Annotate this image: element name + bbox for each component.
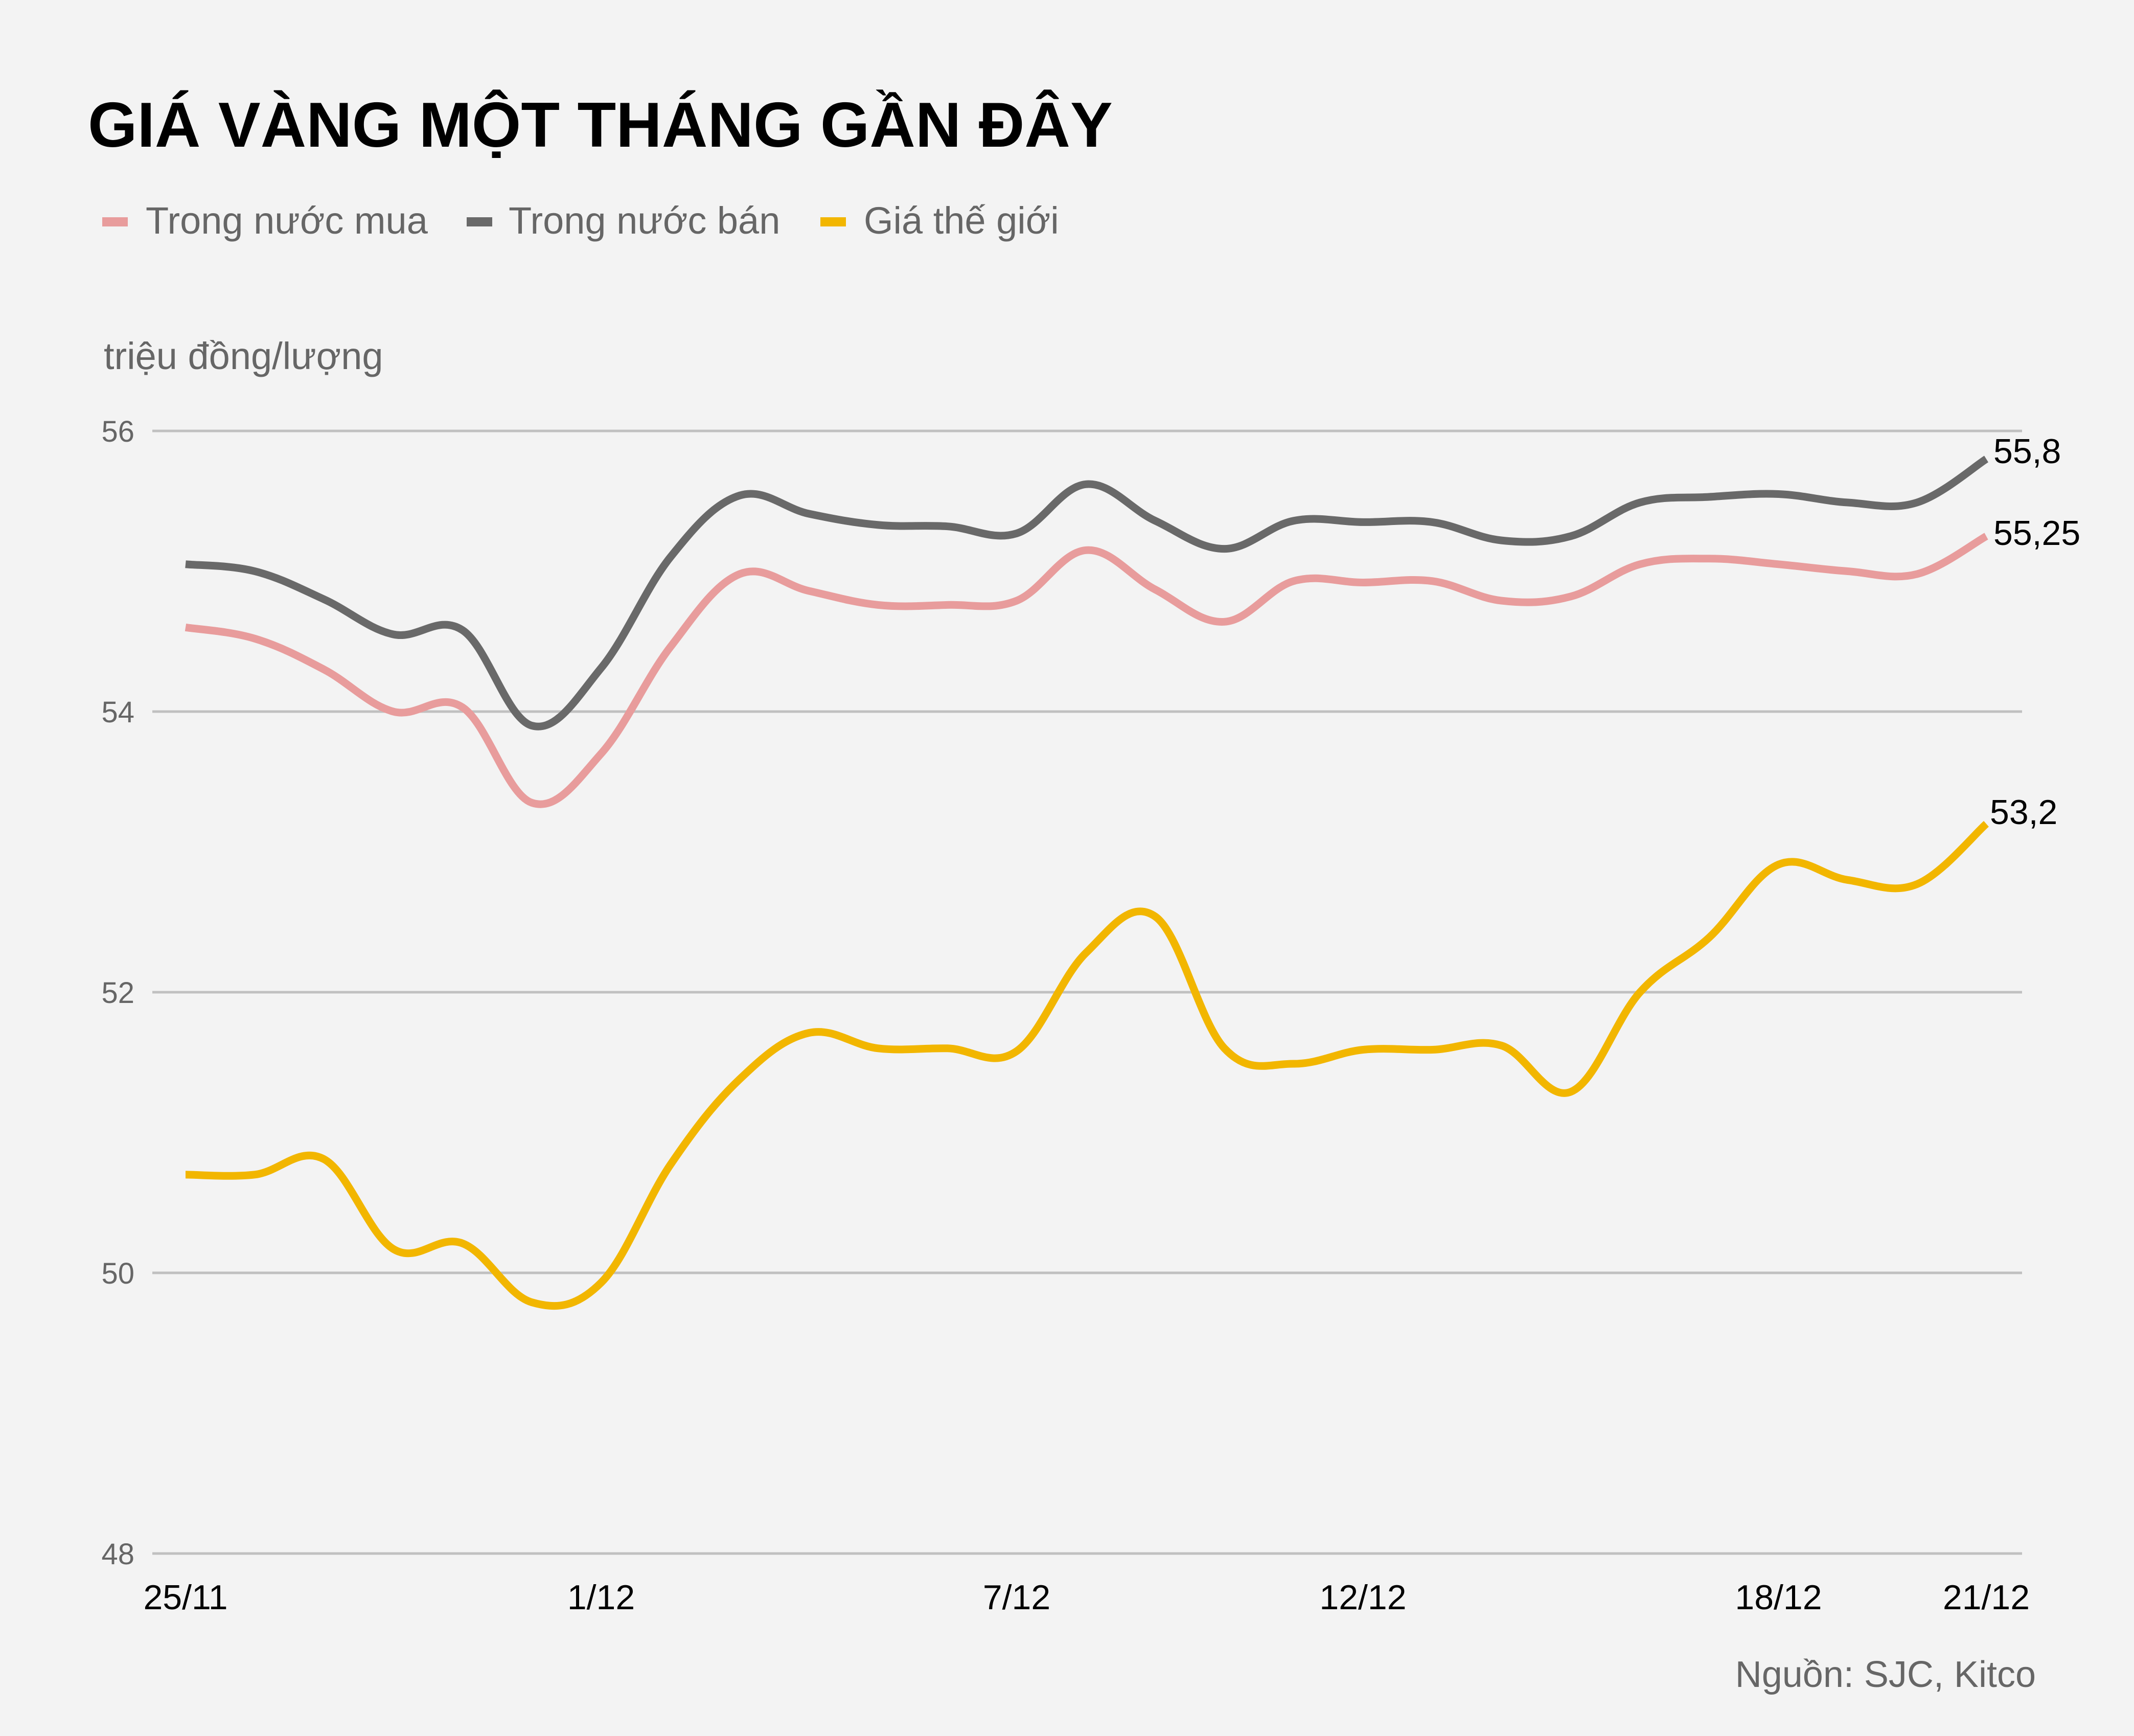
x-tick-label: 12/12: [1319, 1578, 1406, 1617]
legend-label-world: Giá thế giới: [864, 199, 1059, 242]
x-tick-label: 1/12: [567, 1578, 635, 1617]
y-axis-unit-label: triệu đồng/lượng: [104, 335, 383, 377]
y-tick-label: 52: [101, 976, 134, 1010]
y-tick-label: 56: [101, 415, 134, 448]
legend-swatch-buy-icon: [102, 217, 128, 226]
legend-item-buy: Trong nước mua: [102, 199, 428, 242]
x-axis-ticks: 25/11 1/12 7/12 12/12 18/12 21/12: [143, 1578, 2030, 1617]
legend-label-sell: Trong nước bán: [509, 199, 780, 242]
y-axis-ticks: 48 50 52 54 56: [101, 415, 134, 1571]
end-label-world: 53,2: [1990, 793, 2057, 832]
chart-title: GIÁ VÀNG MỘT THÁNG GẦN ĐÂY: [88, 89, 1113, 161]
y-tick-label: 50: [101, 1257, 134, 1290]
legend-swatch-sell-icon: [467, 217, 492, 226]
gridlines: [152, 429, 2022, 1555]
y-tick-label: 48: [101, 1538, 134, 1571]
x-tick-label: 25/11: [143, 1578, 227, 1617]
end-label-buy: 55,25: [1993, 514, 2080, 553]
source-note: Nguồn: SJC, Kitco: [1735, 1654, 2036, 1695]
legend-item-sell: Trong nước bán: [467, 199, 780, 242]
legend-swatch-world-icon: [820, 217, 846, 226]
legend-label-buy: Trong nước mua: [146, 199, 428, 242]
y-tick-label: 54: [101, 696, 134, 729]
end-label-sell: 55,8: [1993, 432, 2061, 471]
series-line-buy: [185, 533, 1988, 808]
x-tick-label: 18/12: [1735, 1578, 1822, 1617]
series-line-world: [185, 820, 1989, 1310]
x-tick-label: 7/12: [983, 1578, 1050, 1617]
x-tick-label: 21/12: [1943, 1578, 2030, 1617]
series-line-sell: [185, 455, 1989, 730]
legend: Trong nước mua Trong nước bán Giá thế gi…: [102, 199, 1059, 242]
legend-item-world: Giá thế giới: [820, 199, 1059, 242]
